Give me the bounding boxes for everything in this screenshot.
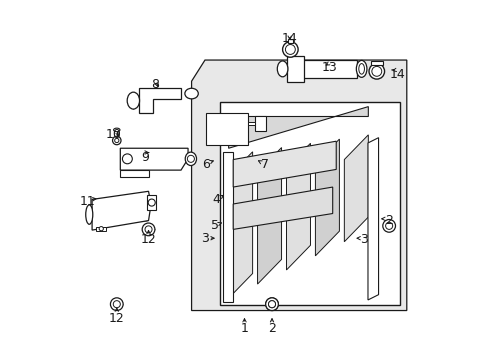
Circle shape [285,45,295,54]
Circle shape [265,298,278,311]
Text: 10: 10 [106,128,122,141]
Polygon shape [367,138,378,300]
Text: 1: 1 [240,323,248,336]
Text: 8: 8 [151,78,159,91]
Circle shape [142,223,155,236]
Text: 14: 14 [389,68,405,81]
Circle shape [268,301,275,308]
Text: 7: 7 [261,158,268,171]
Polygon shape [191,60,406,311]
Ellipse shape [358,64,364,74]
Polygon shape [233,187,332,229]
Ellipse shape [185,152,196,166]
Circle shape [122,154,132,164]
Polygon shape [315,139,339,256]
Polygon shape [205,113,247,145]
Circle shape [99,226,103,231]
Polygon shape [120,148,188,170]
Polygon shape [370,62,382,65]
Polygon shape [257,148,281,284]
Text: 6: 6 [202,158,209,171]
Text: 13: 13 [321,60,337,73]
Circle shape [268,301,275,308]
Text: 3: 3 [360,234,367,247]
Ellipse shape [356,60,366,77]
Text: 2: 2 [267,323,275,336]
Circle shape [282,42,298,57]
Text: 11: 11 [80,195,95,208]
Circle shape [148,199,155,206]
Ellipse shape [85,205,93,224]
Polygon shape [228,107,367,148]
Polygon shape [120,170,149,177]
Text: 2: 2 [385,214,392,227]
Circle shape [110,298,123,311]
Text: 5: 5 [210,219,218,232]
Circle shape [145,226,152,233]
Polygon shape [247,122,255,125]
Circle shape [114,138,119,143]
Polygon shape [222,152,233,302]
Polygon shape [255,117,265,131]
Text: 12: 12 [109,312,124,325]
Ellipse shape [277,61,287,77]
Text: 12: 12 [141,234,156,247]
Polygon shape [219,102,399,305]
Polygon shape [286,143,310,270]
Text: 9: 9 [141,150,149,163]
Polygon shape [147,195,155,210]
Ellipse shape [113,128,120,132]
Polygon shape [96,226,106,231]
Text: 4: 4 [212,193,220,206]
Polygon shape [233,141,336,187]
Circle shape [265,298,278,311]
Polygon shape [228,152,252,298]
Ellipse shape [127,92,139,109]
Circle shape [371,66,381,76]
Polygon shape [300,60,357,78]
Circle shape [385,222,392,229]
Polygon shape [139,88,181,113]
Polygon shape [344,135,367,242]
Circle shape [112,136,121,145]
Polygon shape [92,191,151,230]
Circle shape [382,220,395,232]
Circle shape [113,301,120,308]
Polygon shape [286,56,304,82]
Polygon shape [287,39,293,43]
Circle shape [187,155,194,162]
Text: 3: 3 [201,232,208,245]
Ellipse shape [184,88,198,99]
Text: 14: 14 [281,32,297,45]
Circle shape [368,64,384,79]
